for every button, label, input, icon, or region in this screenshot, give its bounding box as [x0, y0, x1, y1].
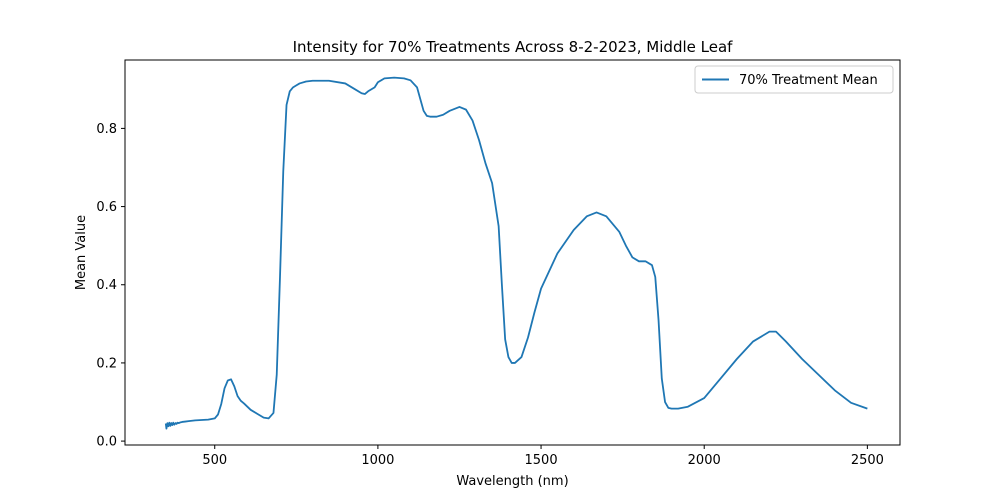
legend-label: 70% Treatment Mean — [739, 73, 878, 88]
x-axis: 500 1000 1500 2000 2500 — [202, 445, 884, 468]
y-tick-label: 0.4 — [96, 278, 117, 293]
legend-box — [694, 65, 894, 94]
x-tick-label: 2000 — [688, 453, 721, 468]
y-tick-label: 0.6 — [96, 200, 117, 215]
x-tick-label: 2500 — [851, 453, 884, 468]
y-axis-label: Mean Value — [74, 215, 89, 290]
chart-title: Intensity for 70% Treatments Across 8-2-… — [293, 38, 734, 56]
series-line-70-treatment-mean — [164, 76, 868, 430]
y-tick-label: 0.8 — [96, 122, 117, 137]
y-tick-label: 0.2 — [96, 356, 117, 371]
x-tick-label: 1500 — [525, 453, 558, 468]
y-tick-label: 0.0 — [96, 435, 117, 450]
x-tick-label: 1000 — [361, 453, 394, 468]
plot-frame — [124, 59, 901, 446]
x-tick-label: 500 — [202, 453, 227, 468]
plot-area — [164, 76, 868, 430]
legend: 70% Treatment Mean — [694, 65, 894, 94]
y-axis: 0.0 0.2 0.4 0.6 0.8 — [96, 122, 125, 450]
x-axis-label: Wavelength (nm) — [456, 474, 568, 489]
